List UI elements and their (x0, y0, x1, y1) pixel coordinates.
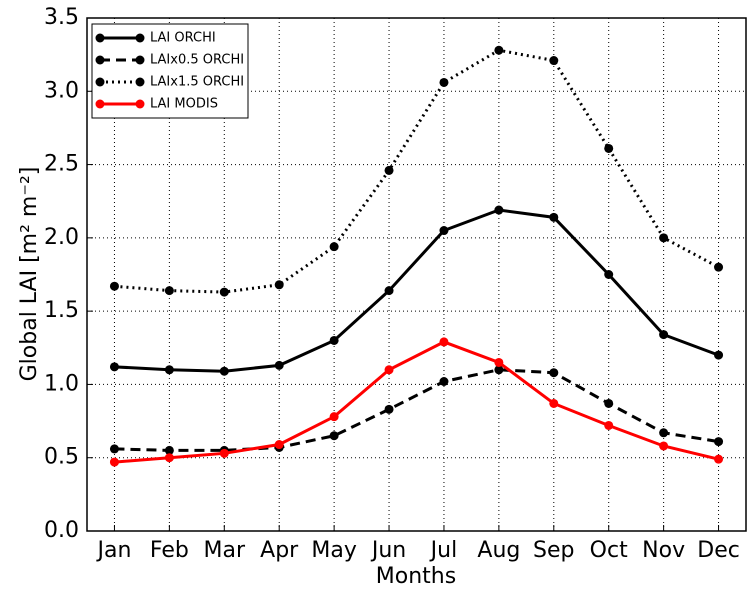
y-tick-label: 2.5 (44, 152, 79, 177)
point (384, 365, 394, 375)
plot-frame (86, 17, 747, 532)
point (604, 270, 614, 279)
legend-label: LAIx0.5 ORCHI (150, 53, 244, 68)
point (659, 233, 669, 243)
point (109, 281, 119, 291)
point (219, 448, 229, 458)
point (329, 412, 339, 422)
point (494, 45, 504, 55)
y-axis-label: Global LAI [m² m⁻²] (17, 167, 42, 382)
point (329, 431, 339, 441)
point (604, 143, 614, 153)
x-tick-label: Jul (429, 538, 458, 563)
y-tick-label: 1.5 (44, 298, 79, 323)
point (549, 368, 559, 378)
point (439, 226, 449, 236)
point (494, 357, 504, 367)
series-line (114, 340, 719, 464)
point (274, 280, 284, 290)
point (109, 444, 119, 454)
y-tick-label: 1.0 (44, 371, 79, 396)
y-tick-label: 0.0 (44, 518, 79, 543)
y-tick-label: 3.0 (44, 78, 79, 103)
point (164, 453, 174, 463)
point (714, 262, 724, 272)
point (714, 437, 724, 447)
point (549, 56, 559, 66)
legend-marker (95, 33, 105, 43)
point (274, 360, 284, 370)
x-tick-label: Nov (642, 538, 685, 563)
point (494, 205, 504, 215)
point (384, 165, 394, 175)
x-axis-label: Months (376, 564, 456, 589)
x-tick-label: Apr (260, 538, 299, 563)
legend-marker (135, 77, 145, 87)
point (659, 428, 669, 438)
point (329, 335, 339, 345)
x-tick-label: Feb (150, 538, 189, 563)
x-tick-label: Oct (590, 538, 628, 563)
point (604, 420, 614, 430)
point (659, 330, 669, 340)
point (109, 457, 119, 467)
series-line (114, 48, 720, 294)
point (714, 350, 724, 360)
point (384, 286, 394, 296)
point (109, 362, 119, 372)
point (439, 376, 449, 386)
point (439, 77, 449, 87)
x-tick-label: May (311, 538, 356, 563)
point (439, 337, 449, 347)
point (549, 212, 559, 222)
point (604, 398, 614, 408)
series-line (114, 208, 720, 373)
y-tick-label: 3.5 (44, 5, 79, 30)
legend-marker (135, 33, 145, 43)
point (164, 445, 174, 455)
point (219, 287, 229, 297)
legend-marker (95, 55, 105, 65)
point (274, 440, 284, 450)
legend-label: LAIx1.5 ORCHI (150, 75, 244, 90)
series-line (114, 368, 719, 452)
legend-marker (95, 99, 105, 109)
legend-label: LAI MODIS (150, 97, 218, 112)
y-tick-label: 0.5 (44, 445, 79, 470)
point (494, 365, 504, 375)
y-tick-label: 2.0 (44, 225, 79, 250)
x-tick-label: Aug (477, 538, 520, 563)
x-tick-label: Dec (697, 538, 740, 563)
x-tick-label: Mar (204, 538, 246, 563)
point (164, 365, 174, 375)
point (549, 398, 559, 408)
point (384, 404, 394, 414)
x-tick-label: Sep (533, 538, 574, 563)
legend-label: LAI ORCHI (150, 31, 216, 46)
legend-marker (135, 99, 145, 109)
legend-marker (135, 55, 145, 65)
point (714, 454, 724, 464)
legend-box (91, 23, 249, 119)
point (164, 286, 174, 296)
point (329, 242, 339, 252)
point (219, 366, 229, 376)
point (659, 441, 669, 451)
legend-marker (95, 77, 105, 87)
x-tick-label: Jun (370, 538, 406, 563)
x-tick-label: Jan (95, 538, 131, 563)
